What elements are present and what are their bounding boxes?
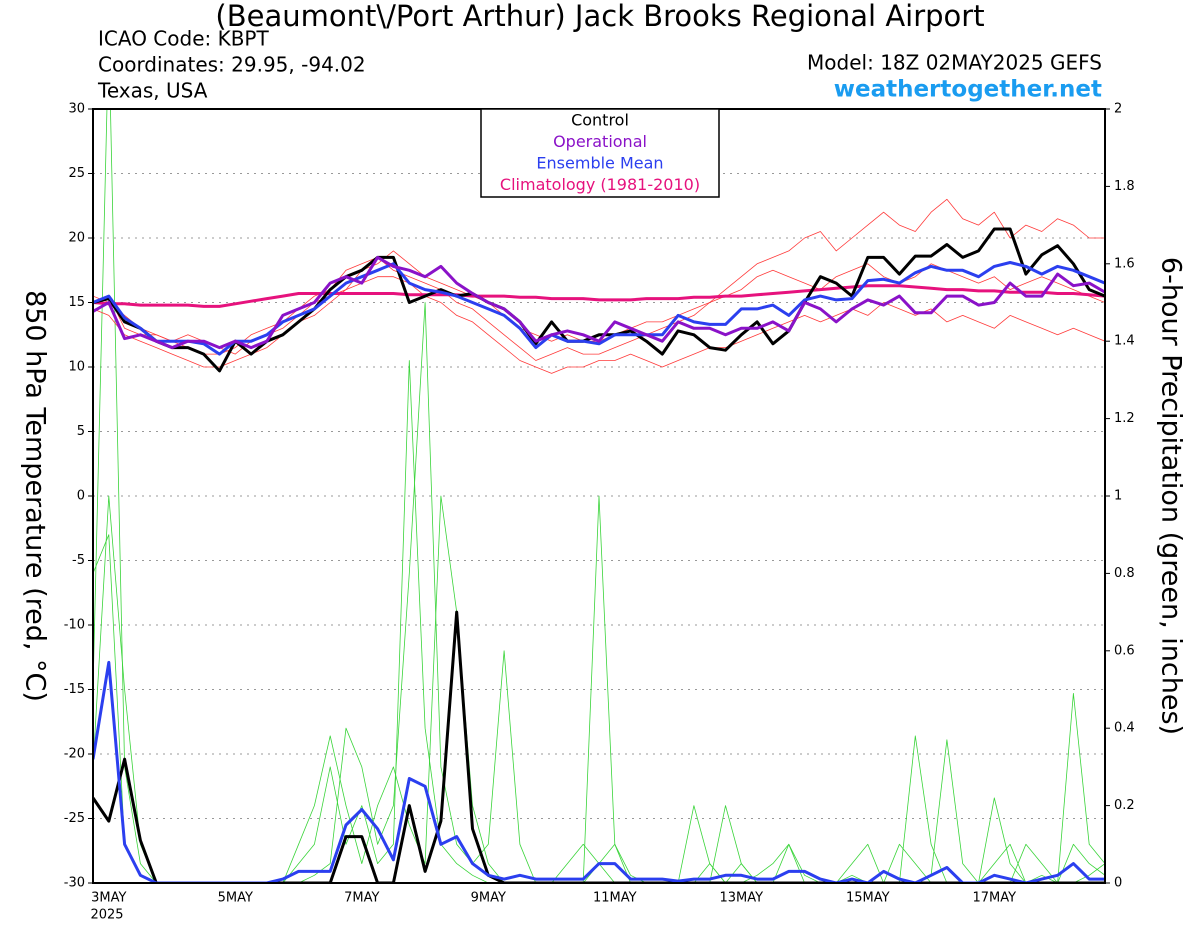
y-tick-label: 0 — [77, 489, 85, 504]
y2-tick-label: 0.6 — [1114, 643, 1135, 658]
y2-tick-label: 1 — [1114, 489, 1122, 504]
y2-tick-label: 1.6 — [1114, 256, 1135, 271]
x-tick-label: 9MAY — [471, 891, 506, 906]
y-tick-label: -10 — [64, 618, 85, 633]
x-tick-label: 15MAY — [846, 891, 890, 906]
model-info: Model: 18Z 02MAY2025 GEFS — [807, 51, 1102, 75]
legend-box — [480, 108, 720, 198]
temp-line — [93, 284, 1105, 308]
x-tick-label: 17MAY — [973, 891, 1017, 906]
y-tick-label: 5 — [77, 424, 85, 439]
temp-line — [93, 227, 1105, 373]
precip-line — [93, 660, 1105, 883]
y-tick-label: 20 — [68, 231, 85, 246]
y-tick-label: -30 — [64, 876, 85, 891]
y-tick-label: -15 — [64, 682, 85, 697]
legend-entry: Climatology (1981-2010) — [500, 175, 700, 194]
y-tick-label: -25 — [64, 811, 85, 826]
x-tick-label: 7MAY — [344, 891, 379, 906]
precip-member-line — [93, 109, 1105, 883]
y2-tick-label: 1.8 — [1114, 179, 1135, 194]
x-tick-label: 13MAY — [720, 891, 764, 906]
y2-tick-label: 0.8 — [1114, 566, 1135, 581]
info-line: Coordinates: 29.95, -94.02 — [98, 53, 366, 77]
y-tick-label: -5 — [72, 553, 85, 568]
y-tick-label: -20 — [64, 747, 85, 762]
y-tick-label: 25 — [68, 166, 85, 181]
y2-axis-label: 6-hour Precipitation (green, inches) — [1156, 257, 1187, 735]
y-tick-label: 30 — [68, 102, 85, 117]
y2-tick-label: 0.2 — [1114, 798, 1135, 813]
temp-line — [93, 261, 1105, 356]
y-axis-label: 850 hPa Temperature (red, °C) — [20, 290, 51, 702]
y2-tick-label: 0 — [1114, 876, 1122, 891]
y-tick-label: 15 — [68, 295, 85, 310]
temp-member-line — [93, 276, 1105, 374]
y2-tick-label: 1.2 — [1114, 411, 1135, 426]
x-tick-label: 3MAY — [91, 891, 126, 906]
temp-member-line — [93, 198, 1105, 361]
info-line: ICAO Code: KBPT — [98, 27, 269, 51]
y2-tick-label: 0.4 — [1114, 721, 1135, 736]
precip-member-line — [93, 302, 1105, 883]
chart-title: (Beaumont\/Port Arthur) Jack Brooks Regi… — [215, 0, 984, 33]
legend-entry: Control — [571, 111, 629, 130]
y-tick-label: 10 — [68, 360, 85, 375]
legend-entry: Ensemble Mean — [536, 154, 663, 173]
precip-line — [93, 610, 1105, 883]
legend-entry: Operational — [553, 132, 647, 151]
info-line: Texas, USA — [97, 79, 208, 103]
site-name: weathertogether.net — [834, 77, 1102, 103]
y2-tick-label: 2 — [1114, 102, 1122, 117]
year-label: 2025 — [90, 908, 123, 923]
y2-tick-label: 1.4 — [1114, 334, 1135, 349]
x-tick-label: 5MAY — [218, 891, 253, 906]
temp-line — [93, 255, 1105, 350]
x-tick-label: 11MAY — [593, 891, 637, 906]
